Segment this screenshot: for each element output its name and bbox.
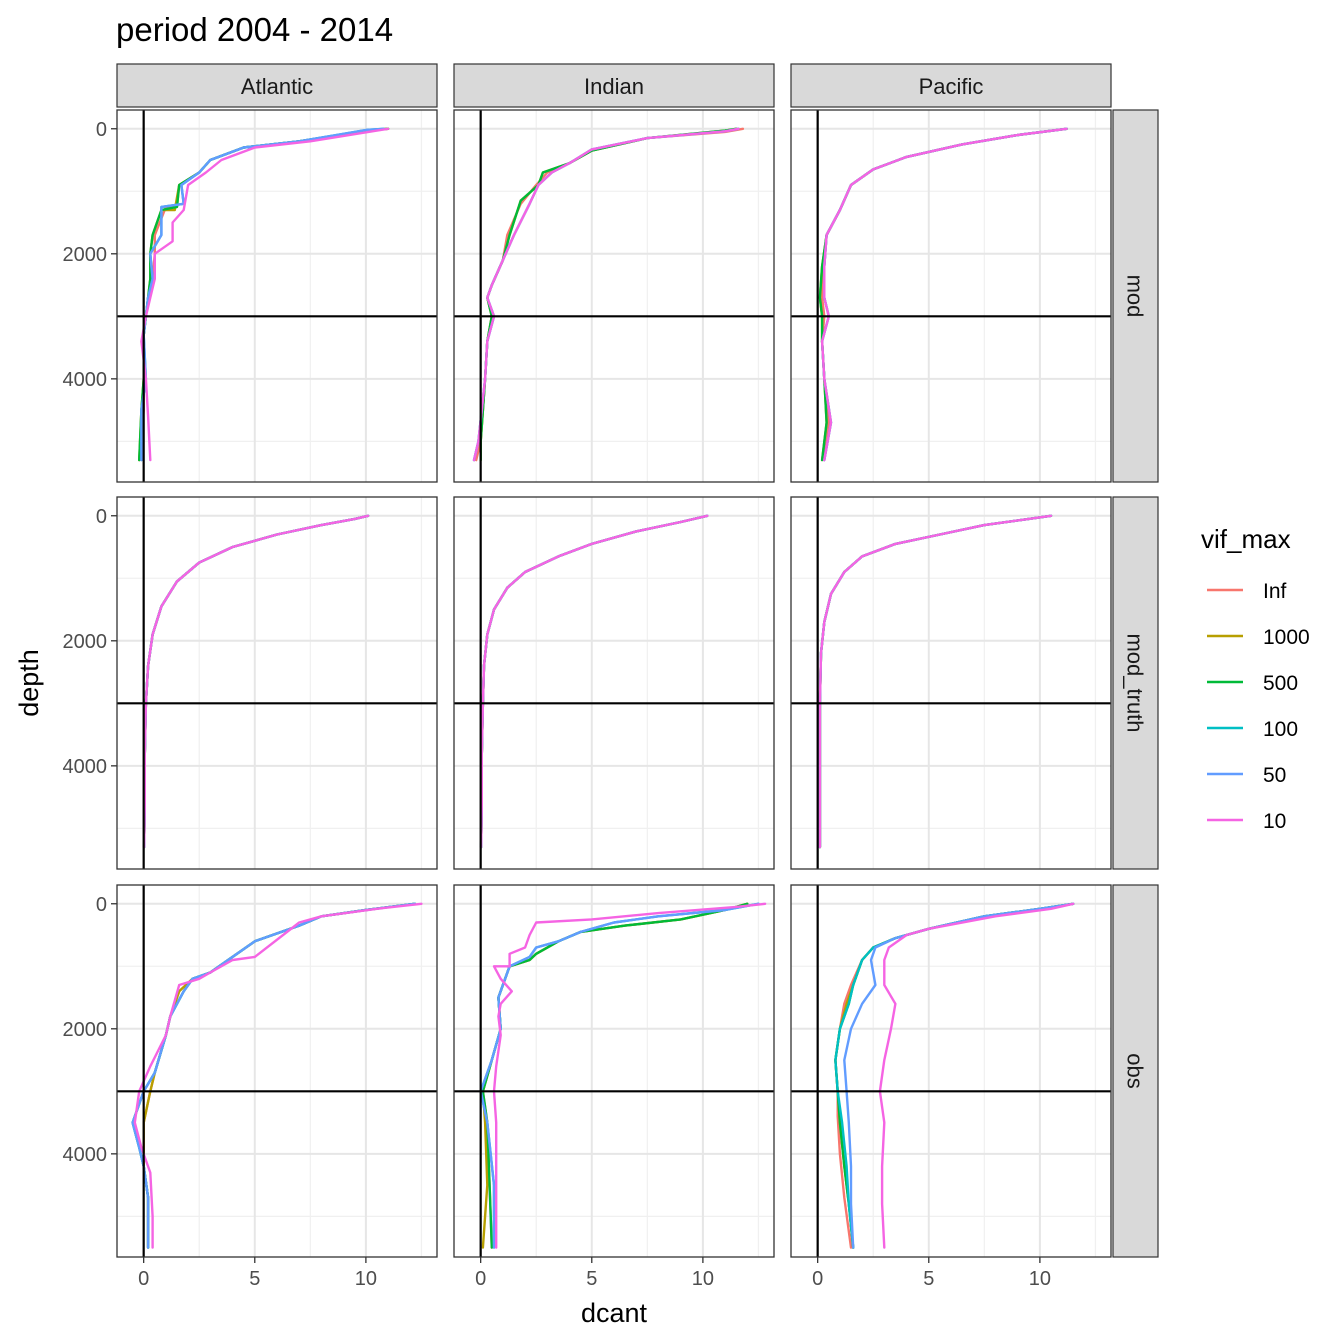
- series-line-10: [878, 902, 1075, 1249]
- series-line-10: [472, 127, 740, 462]
- series-line-10: [479, 514, 709, 849]
- panel-indian-mod: [453, 109, 775, 483]
- facet-strip-label: mod_truth: [1123, 633, 1148, 732]
- panel-atlantic-mod: 0 2000 4000: [63, 109, 438, 483]
- legend-item-inf: Inf: [1207, 580, 1287, 603]
- facet-strip-box: [453, 63, 775, 108]
- legend-item-500: 500: [1207, 672, 1298, 695]
- y-tick-label: 4000: [63, 1144, 108, 1166]
- facet-strip-box: [1112, 109, 1159, 483]
- legend-label: 500: [1263, 672, 1298, 695]
- facet-strip-box: [1112, 884, 1159, 1258]
- legend-label: 10: [1263, 810, 1286, 833]
- panel-background: [454, 497, 774, 869]
- panel-border: [116, 496, 438, 870]
- series-line-10: [492, 902, 767, 1249]
- facet-strip-label: Pacific: [919, 74, 984, 99]
- series-line-50: [131, 902, 416, 1249]
- legend-item-50: 50: [1207, 764, 1286, 787]
- panel-background: [791, 497, 1111, 869]
- y-tick-label: 4000: [63, 756, 108, 778]
- panel-border: [790, 884, 1112, 1258]
- facet-strip-label: mod: [1123, 275, 1148, 318]
- panel-background: [117, 497, 437, 869]
- legend-label: Inf: [1263, 580, 1287, 603]
- panel-border: [116, 884, 438, 1258]
- legend-label: 50: [1263, 764, 1286, 787]
- series-line-10: [142, 514, 370, 849]
- facet-strip-mod-truth: mod_truth: [1112, 496, 1159, 870]
- legend-item-100: 100: [1207, 718, 1298, 741]
- series-line-50: [479, 902, 760, 1249]
- panel-pacific-obs: 0 5 10: [790, 884, 1112, 1290]
- x-axis-title: dcant: [581, 1298, 648, 1328]
- facet-strip-obs: obs: [1112, 884, 1159, 1258]
- facet-strip-box: [1112, 496, 1159, 870]
- series-line-10: [140, 127, 390, 462]
- x-tick-label: 0: [138, 1268, 149, 1290]
- panel-background: [117, 885, 437, 1257]
- facet-strip-pacific: Pacific: [790, 63, 1112, 108]
- panel-border: [790, 496, 1112, 870]
- x-tick-label: 5: [586, 1268, 597, 1290]
- series-line-10: [818, 514, 1053, 849]
- panel-border: [453, 496, 775, 870]
- panel-indian-mod-truth: [453, 496, 775, 870]
- panel-background: [791, 885, 1111, 1257]
- y-tick-label: 2000: [63, 631, 108, 653]
- facet-strip-indian: Indian: [453, 63, 775, 108]
- y-axis-title: depth: [14, 649, 44, 717]
- chart-title: period 2004 - 2014: [116, 11, 393, 48]
- facet-strip-label: Indian: [584, 74, 644, 99]
- y-tick-label: 2000: [63, 244, 108, 266]
- x-tick-label: 10: [355, 1268, 377, 1290]
- legend-label: 1000: [1263, 626, 1310, 649]
- panel-border: [453, 109, 775, 483]
- x-tick-label: 5: [249, 1268, 260, 1290]
- panel-pacific-mod: [790, 109, 1112, 483]
- legend-label: 100: [1263, 718, 1298, 741]
- facet-strip-label: Atlantic: [241, 74, 313, 99]
- panel-background: [454, 110, 774, 482]
- legend-item-1000: 1000: [1207, 626, 1310, 649]
- panel-background: [791, 110, 1111, 482]
- y-tick-label: 2000: [63, 1019, 108, 1041]
- panel-atlantic-mod-truth: 0 2000 4000: [63, 496, 438, 870]
- panel-border: [116, 109, 438, 483]
- y-tick-label: 0: [96, 506, 107, 528]
- legend-title: vif_max: [1201, 524, 1291, 554]
- panel-atlantic-obs: 0 2000 4000 0 5 10: [63, 884, 438, 1290]
- panel-pacific-mod-truth: [790, 496, 1112, 870]
- facet-strip-atlantic: Atlantic: [116, 63, 438, 108]
- legend: vif_max Inf 1000 500 100 50 10: [1201, 524, 1310, 833]
- series-line-10: [820, 127, 1068, 462]
- panel-background: [117, 110, 437, 482]
- panel-indian-obs: 0 5 10: [453, 884, 775, 1290]
- panel-background: [454, 885, 774, 1257]
- panel-border: [790, 109, 1112, 483]
- x-tick-label: 10: [692, 1268, 714, 1290]
- x-tick-label: 10: [1029, 1268, 1051, 1290]
- x-tick-label: 0: [475, 1268, 486, 1290]
- facet-strip-mod: mod: [1112, 109, 1159, 483]
- legend-item-10: 10: [1207, 810, 1286, 833]
- facet-strip-box: [116, 63, 438, 108]
- panel-border: [453, 884, 775, 1258]
- facet-strip-box: [790, 63, 1112, 108]
- y-tick-label: 4000: [63, 369, 108, 391]
- facet-strip-label: obs: [1123, 1053, 1148, 1088]
- y-tick-label: 0: [96, 119, 107, 141]
- x-tick-label: 5: [923, 1268, 934, 1290]
- y-tick-label: 0: [96, 894, 107, 916]
- x-tick-label: 0: [812, 1268, 823, 1290]
